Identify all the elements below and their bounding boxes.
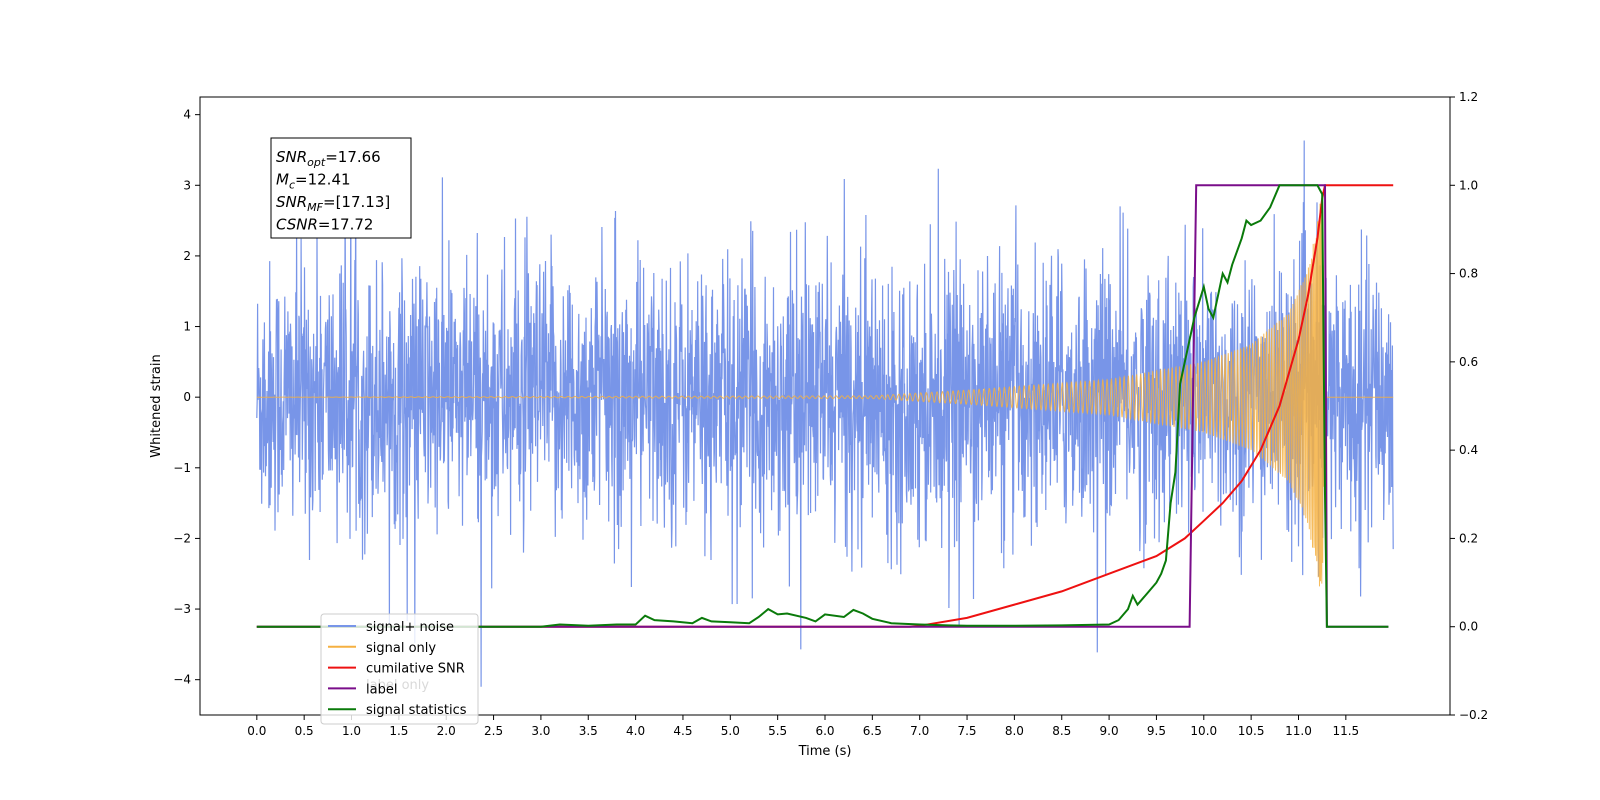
y-axis-left: 4 3 2 1 0 −1 −2 −3 −4 <box>173 108 200 687</box>
x-tick-label: 8.5 <box>1052 724 1071 738</box>
legend-frame <box>320 613 479 725</box>
y-axis-right: 1.2 1.0 0.8 0.6 0.4 0.2 0.0 −0.2 <box>1450 90 1488 722</box>
series-signal-noise <box>256 140 1394 687</box>
y2-tick-label: 0.4 <box>1459 443 1478 457</box>
x-tick-label: 1.0 <box>342 724 361 738</box>
annotation-symbol: M <box>276 171 289 189</box>
x-tick-label: 8.0 <box>1005 724 1024 738</box>
x-tick-label: 0.0 <box>247 724 266 738</box>
x-tick-label: 10.5 <box>1238 724 1265 738</box>
y-tick-label: 1 <box>183 320 191 334</box>
legend: label only signal+ noise signal only cumila… <box>320 613 479 725</box>
y2-tick-label: 0.2 <box>1459 531 1478 545</box>
x-tick-label: 9.0 <box>1100 724 1119 738</box>
x-tick-label: 2.5 <box>484 724 503 738</box>
x-axis-label: Time (s) <box>798 744 852 759</box>
annotation-line: SNRopt=17.66 <box>276 148 381 169</box>
x-tick-label: 4.5 <box>673 724 692 738</box>
y-axis-label: Whitened strain <box>149 354 164 457</box>
annotation-box: SNRopt=17.66Mc=12.41SNRMF=[17.13]CSNR=17… <box>270 137 412 239</box>
x-tick-label: 11.0 <box>1285 724 1312 738</box>
series-signal-statistics <box>256 184 1389 628</box>
y-tick-label: −2 <box>173 531 191 545</box>
y2-tick-label: −0.2 <box>1459 708 1488 722</box>
legend-label: signal statistics <box>366 703 467 718</box>
legend-label: signal+ noise <box>366 620 454 635</box>
y2-tick-label: 0.6 <box>1459 355 1478 369</box>
x-tick-label: 3.0 <box>531 724 550 738</box>
x-tick-label: 4.0 <box>626 724 645 738</box>
annotation-symbol: SNR <box>276 193 307 211</box>
annotation-symbol: CSNR <box>276 216 318 234</box>
annotation-value: =12.41 <box>295 171 351 189</box>
annotation-line: CSNR=17.72 <box>276 216 373 234</box>
x-tick-label: 2.0 <box>437 724 456 738</box>
annotation-subscript: MF <box>307 201 323 214</box>
legend-label: cumilative SNR <box>366 662 465 677</box>
annotation-symbol: SNR <box>276 148 307 166</box>
annotation-subscript: c <box>289 179 295 192</box>
y2-tick-label: 0.8 <box>1459 267 1478 281</box>
y2-tick-label: 1.2 <box>1459 90 1478 104</box>
annotation-subscript: opt <box>307 156 326 169</box>
x-tick-label: 9.5 <box>1147 724 1166 738</box>
x-tick-label: 6.0 <box>815 724 834 738</box>
series-cumulative-snr <box>256 184 1394 628</box>
x-tick-label: 10.0 <box>1190 724 1217 738</box>
annotation-value: =17.66 <box>325 148 381 166</box>
x-tick-label: 5.0 <box>721 724 740 738</box>
x-tick-label: 0.5 <box>295 724 314 738</box>
series-layer <box>256 140 1394 687</box>
y2-tick-label: 0.0 <box>1459 620 1478 634</box>
annotation-line: SNRMF=[17.13] <box>276 193 390 214</box>
y-tick-label: 3 <box>183 178 191 192</box>
x-tick-label: 5.5 <box>768 724 787 738</box>
x-tick-label: 6.5 <box>863 724 882 738</box>
x-tick-label: 7.5 <box>957 724 976 738</box>
y-tick-label: −4 <box>173 673 191 687</box>
annotation-value: =17.72 <box>318 216 374 234</box>
legend-label: signal only <box>366 641 436 656</box>
x-tick-label: 11.5 <box>1332 724 1359 738</box>
legend-label: label <box>366 682 397 697</box>
x-tick-label: 1.5 <box>389 724 408 738</box>
y-tick-label: −3 <box>173 602 191 616</box>
annotation-line: Mc=12.41 <box>276 171 351 192</box>
x-tick-label: 3.5 <box>579 724 598 738</box>
x-tick-label: 7.0 <box>910 724 929 738</box>
annotation-frame <box>270 137 412 239</box>
y-tick-label: 4 <box>183 108 191 122</box>
legend-ghost-text: label only <box>366 678 429 693</box>
x-axis: 0.0 0.5 1.0 1.5 2.0 2.5 3.0 3.5 4.0 4.5 5.0 5.5 6.0 6… <box>247 715 1359 738</box>
series-signal-only <box>256 203 1394 587</box>
y2-tick-label: 1.0 <box>1459 178 1478 192</box>
y-tick-label: 2 <box>183 249 191 263</box>
annotation-value: =[17.13] <box>323 193 390 211</box>
y-tick-label: 0 <box>183 390 191 404</box>
y-tick-label: −1 <box>173 461 191 475</box>
